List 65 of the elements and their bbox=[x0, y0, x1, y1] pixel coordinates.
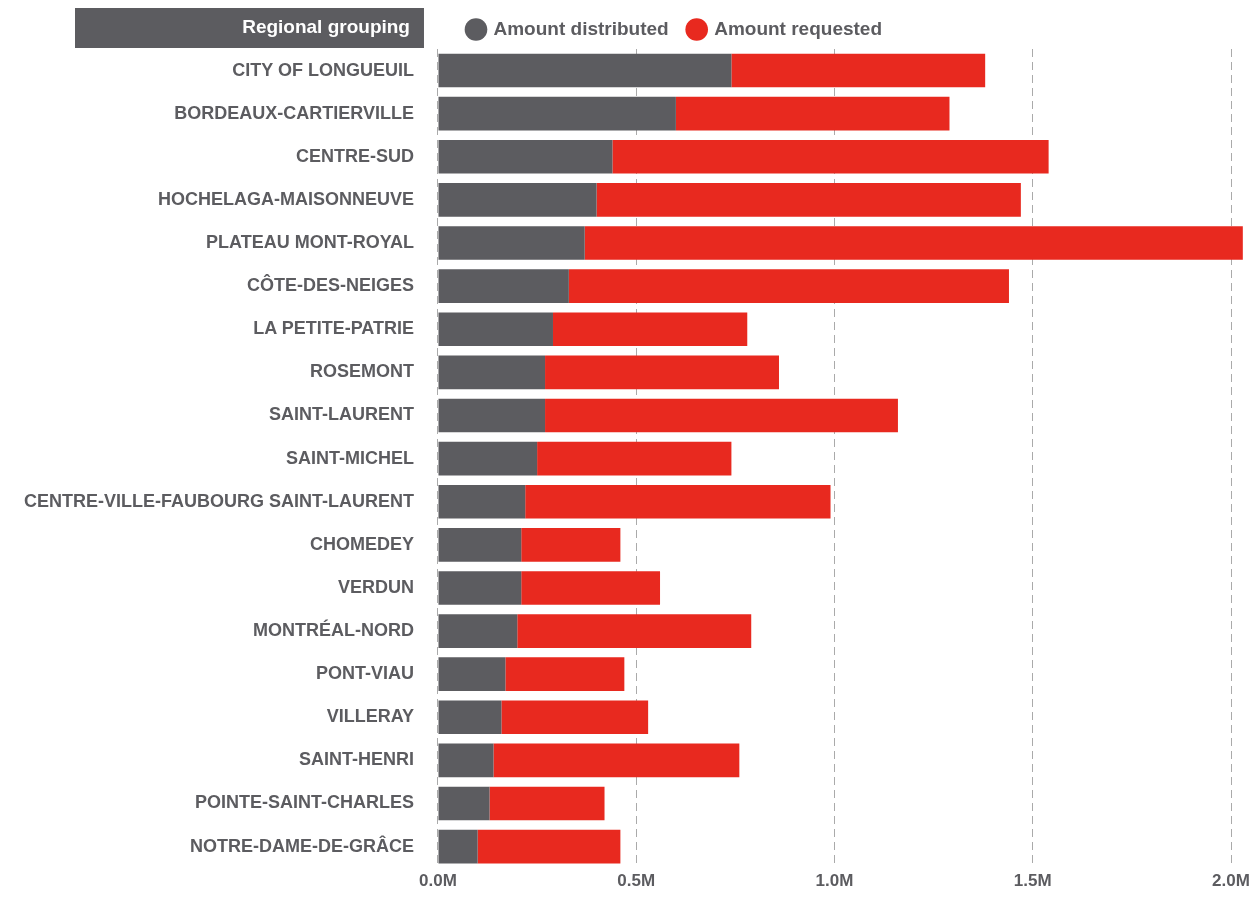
bar bbox=[552, 312, 748, 347]
bar bbox=[438, 700, 502, 735]
y-tick-label: NOTRE-DAME-DE-GRÂCE bbox=[189, 834, 414, 856]
bar bbox=[438, 269, 569, 303]
y-tick-label: POINTE-SAINT-CHARLES bbox=[194, 792, 414, 813]
bar bbox=[568, 269, 1009, 303]
bar bbox=[517, 614, 752, 648]
y-tick-label: LA PETITE-PATRIE bbox=[253, 318, 414, 339]
bar bbox=[521, 571, 661, 605]
bar bbox=[477, 829, 621, 864]
bar bbox=[438, 183, 597, 217]
y-tick-label: CITY OF LONGUEUIL bbox=[232, 59, 414, 80]
y-tick-label: ROSEMONT bbox=[309, 361, 414, 382]
bar bbox=[438, 441, 538, 476]
bar bbox=[438, 528, 522, 562]
bar bbox=[438, 571, 522, 605]
y-tick-label: VERDUN bbox=[337, 576, 414, 597]
y-tick-label: CHOMEDEY bbox=[309, 533, 414, 554]
bar bbox=[731, 53, 986, 88]
bar bbox=[493, 743, 740, 778]
x-tick-label: 0.0M bbox=[419, 871, 457, 891]
x-tick-label: 0.5M bbox=[617, 871, 656, 891]
bar bbox=[675, 96, 950, 131]
x-tick-label: 1.0M bbox=[815, 871, 854, 891]
bar bbox=[438, 355, 546, 390]
y-tick-label: SAINT-LAURENT bbox=[268, 404, 414, 425]
x-tick-label: 1.5M bbox=[1013, 871, 1052, 891]
legend-label: Amount requested bbox=[714, 17, 883, 39]
bar bbox=[438, 614, 518, 648]
y-tick-label: PLATEAU MONT-ROYAL bbox=[205, 231, 414, 252]
bar bbox=[584, 226, 1243, 260]
legend-label: Amount distributed bbox=[493, 17, 669, 39]
bar bbox=[438, 139, 613, 174]
bar bbox=[438, 657, 506, 691]
bar bbox=[545, 355, 779, 390]
bar bbox=[438, 312, 553, 347]
y-axis-title: Regional grouping bbox=[242, 16, 410, 38]
bar bbox=[489, 786, 605, 821]
bar bbox=[438, 786, 490, 821]
bar bbox=[525, 484, 831, 519]
bar bbox=[438, 743, 494, 778]
y-tick-label: CENTRE-SUD bbox=[295, 145, 414, 166]
bar bbox=[438, 53, 732, 88]
bar bbox=[438, 96, 676, 131]
bar bbox=[438, 398, 546, 433]
bar bbox=[596, 183, 1021, 217]
bar bbox=[521, 528, 621, 562]
bar bbox=[501, 700, 649, 735]
bar bbox=[438, 484, 526, 519]
y-tick-label: HOCHELAGA-MAISONNEUVE bbox=[157, 188, 414, 209]
bar bbox=[545, 398, 898, 433]
bar bbox=[612, 139, 1049, 174]
x-tick-label: 2.0M bbox=[1212, 871, 1250, 891]
y-tick-label: BORDEAUX-CARTIERVILLE bbox=[174, 102, 414, 123]
bar bbox=[505, 657, 625, 691]
bar bbox=[438, 829, 478, 864]
y-tick-label: VILLERAY bbox=[326, 706, 414, 727]
y-tick-label: CÔTE-DES-NEIGES bbox=[246, 274, 414, 296]
y-tick-label: SAINT-MICHEL bbox=[285, 447, 414, 468]
y-tick-label: PONT-VIAU bbox=[315, 663, 414, 684]
y-tick-label: MONTRÉAL-NORD bbox=[253, 619, 414, 641]
y-tick-label: SAINT-HENRI bbox=[298, 749, 414, 770]
bar bbox=[438, 226, 585, 260]
y-tick-label: CENTRE-VILLE-FAUBOURG SAINT-LAURENT bbox=[23, 490, 414, 511]
bar bbox=[537, 441, 732, 476]
